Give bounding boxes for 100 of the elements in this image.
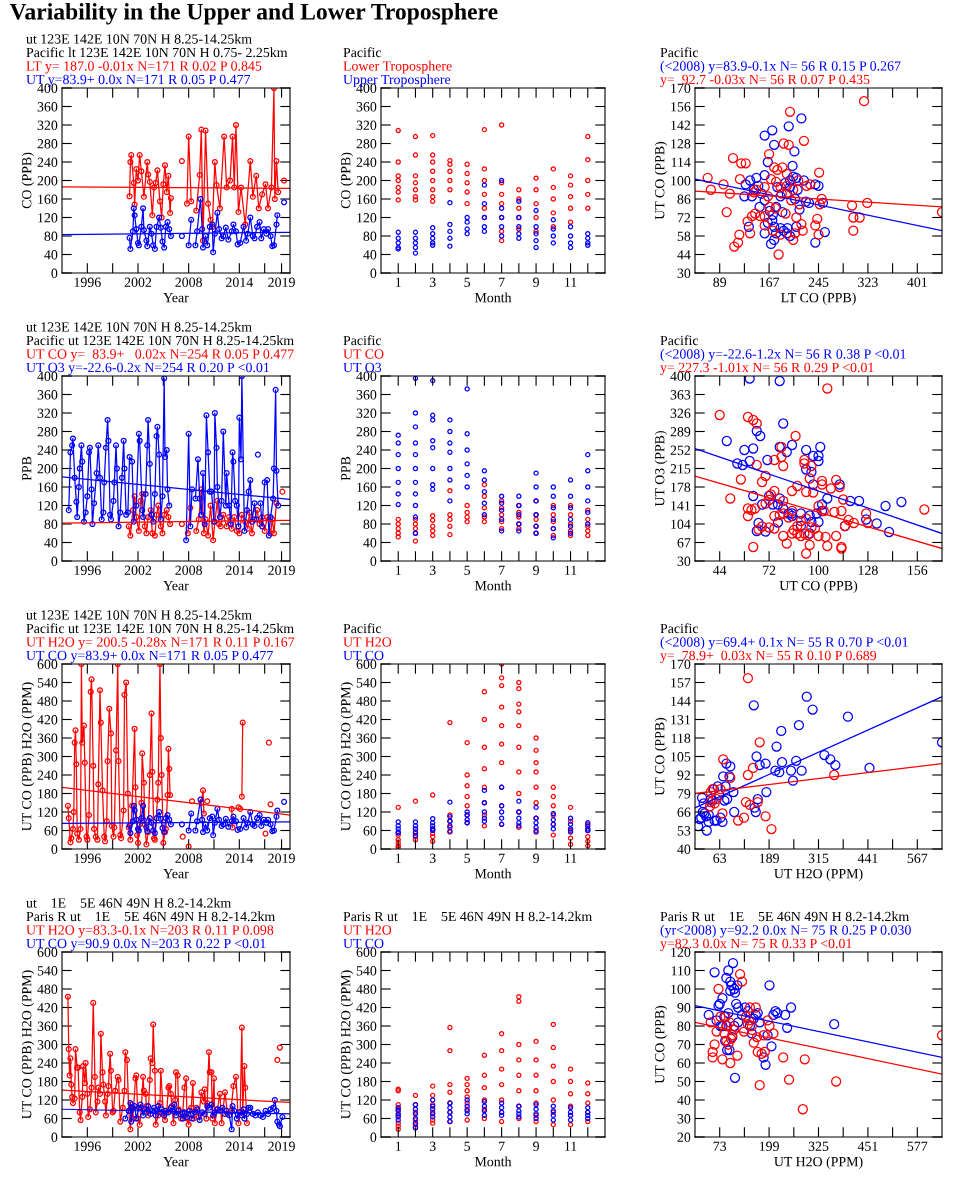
y-tick-label: 80	[363, 231, 377, 241]
text: (yr<2008) y=92.2 0.0x N= 75 R 0.25 P 0.030	[660, 924, 911, 938]
x-axis-title: Year	[163, 869, 189, 879]
x-tick-label: 3	[429, 853, 436, 863]
x-tick-label: 5	[464, 853, 471, 863]
x-axis-title: LT CO (PPB)	[781, 292, 856, 306]
y-tick-label: 131	[671, 715, 690, 725]
y-tick-label: 200	[37, 464, 58, 474]
y-tick-label: 360	[356, 1021, 377, 1031]
y-tick-label: 105	[671, 752, 691, 762]
series-label: UT H2O y= 200.5 -0.28x N=171 R 0.11 P 0.167	[26, 637, 295, 650]
x-tick-label: 9	[533, 1141, 539, 1151]
y-tick-label: 30	[677, 556, 691, 566]
x-tick-label: 2008	[175, 565, 203, 575]
chart-title: ut 123E 142E 10N 70N H 8.25-14.25km	[26, 609, 252, 620]
x-tick-label: 9	[533, 277, 539, 287]
y-tick-label: 252	[670, 445, 691, 455]
y-axis-title: CO (PPB)	[340, 152, 354, 209]
y-tick-label: 58	[677, 231, 691, 241]
x-tick-label: 3	[429, 277, 436, 287]
x-tick-label: 2008	[175, 1141, 203, 1151]
x-tick-label: 2019	[268, 1141, 295, 1151]
y-tick-label: 280	[37, 139, 58, 149]
y-tick-label: 114	[671, 157, 691, 167]
y-tick-label: 30	[677, 268, 691, 278]
y-axis-title: UT O3 (PPB)	[654, 431, 668, 507]
x-tick-label: 73	[713, 1141, 727, 1151]
y-tick-label: 120	[38, 1095, 58, 1105]
y-tick-label: 360	[37, 733, 58, 743]
y-tick-label: 30	[677, 1114, 691, 1124]
chart-subtitle: Paris R ut 1E 5E 46N 49N H 8.2-14.2km	[26, 911, 275, 922]
y-tick-label: 400	[356, 371, 377, 381]
x-tick-label: 5	[464, 1141, 471, 1151]
chart-title: Pacific	[343, 335, 382, 346]
y-tick-label: 600	[356, 947, 377, 957]
x-tick-label: 11	[565, 277, 577, 287]
y-tick-label: 118	[671, 733, 691, 743]
y-tick-label: 0	[370, 556, 377, 566]
y-tick-label: 280	[356, 139, 377, 149]
y-tick-label: 540	[37, 678, 58, 688]
y-tick-label: 60	[677, 1058, 691, 1068]
y-tick-label: 280	[37, 427, 58, 437]
x-tick-label: 577	[907, 1141, 928, 1151]
y-tick-label: 200	[37, 176, 58, 186]
x-tick-label: 1996	[74, 1141, 101, 1151]
x-axis-title: UT H2O (PPM)	[774, 868, 863, 882]
y-tick-label: 50	[677, 1077, 691, 1087]
x-tick-label: 2008	[175, 853, 203, 863]
y-tick-label: 66	[677, 807, 691, 817]
x-tick-label: 441	[857, 853, 878, 863]
x-axis-title: Year	[163, 293, 189, 303]
y-tick-label: 240	[356, 770, 377, 780]
y-tick-label: 67	[677, 538, 691, 548]
x-axis-title: UT H2O (PPM)	[774, 1156, 863, 1170]
y-tick-label: 300	[37, 1040, 58, 1050]
y-tick-label: 0	[51, 268, 58, 278]
x-tick-label: 11	[565, 853, 577, 863]
text: (<2008) y=69.4+ 0.1x N= 55 R 0.70 P <0.01	[660, 636, 908, 650]
text: UT H2O	[343, 637, 392, 647]
x-tick-label: 1	[395, 277, 401, 287]
y-tick-label: 320	[356, 408, 377, 418]
x-axis-title: Year	[163, 581, 189, 591]
y-tick-label: 320	[356, 120, 377, 130]
y-tick-label: 156	[671, 102, 691, 112]
y-tick-label: 360	[356, 733, 377, 743]
y-tick-label: 363	[670, 390, 691, 400]
y-tick-label: 480	[37, 696, 58, 706]
x-axis-title: UT CO (PPB)	[779, 580, 858, 594]
y-tick-label: 280	[356, 427, 377, 437]
x-tick-label: 156	[908, 565, 928, 575]
y-tick-label: 420	[356, 715, 377, 725]
y-tick-label: 540	[37, 966, 58, 976]
y-tick-label: 240	[356, 1058, 377, 1068]
y-tick-label: 0	[51, 844, 58, 854]
y-tick-label: 40	[677, 844, 691, 854]
x-tick-label: 325	[808, 1141, 829, 1151]
y-tick-label: 480	[356, 984, 377, 994]
chart-title: ut 1E 5E 46N 49N H 8.2-14.2km	[26, 897, 232, 908]
x-tick-label: 245	[808, 277, 829, 287]
x-tick-label: 2019	[268, 277, 295, 287]
x-tick-label: 323	[858, 277, 878, 287]
y-tick-label: 144	[671, 696, 691, 706]
text: Lower Troposphere	[343, 60, 452, 74]
x-tick-label: 199	[759, 1141, 779, 1151]
y-tick-label: 420	[356, 1003, 377, 1013]
series-label: (<2008) y=-22.6-1.2x N= 56 R 0.38 P <0.01	[660, 348, 906, 362]
y-tick-label: 320	[37, 120, 58, 130]
x-tick-label: 2014	[226, 1141, 254, 1151]
y-tick-label: 180	[357, 789, 377, 799]
chart-title: ut 123E 142E 10N 70N H 8.25-14.25km	[26, 321, 252, 332]
y-tick-label: 60	[363, 826, 377, 836]
y-tick-label: 360	[37, 102, 58, 112]
x-tick-label: 401	[907, 277, 927, 287]
y-axis-title: UT CO (PPB)	[654, 717, 668, 796]
y-tick-label: 110	[671, 966, 691, 976]
x-tick-label: 1	[395, 853, 401, 863]
y-tick-label: 120	[38, 213, 58, 223]
y-tick-label: 240	[356, 157, 377, 167]
series-label: LT y= 187.0 -0.01x N=171 R 0.02 P 0.845	[26, 61, 262, 74]
y-axis-title: UT CO (PPB)	[654, 141, 668, 220]
